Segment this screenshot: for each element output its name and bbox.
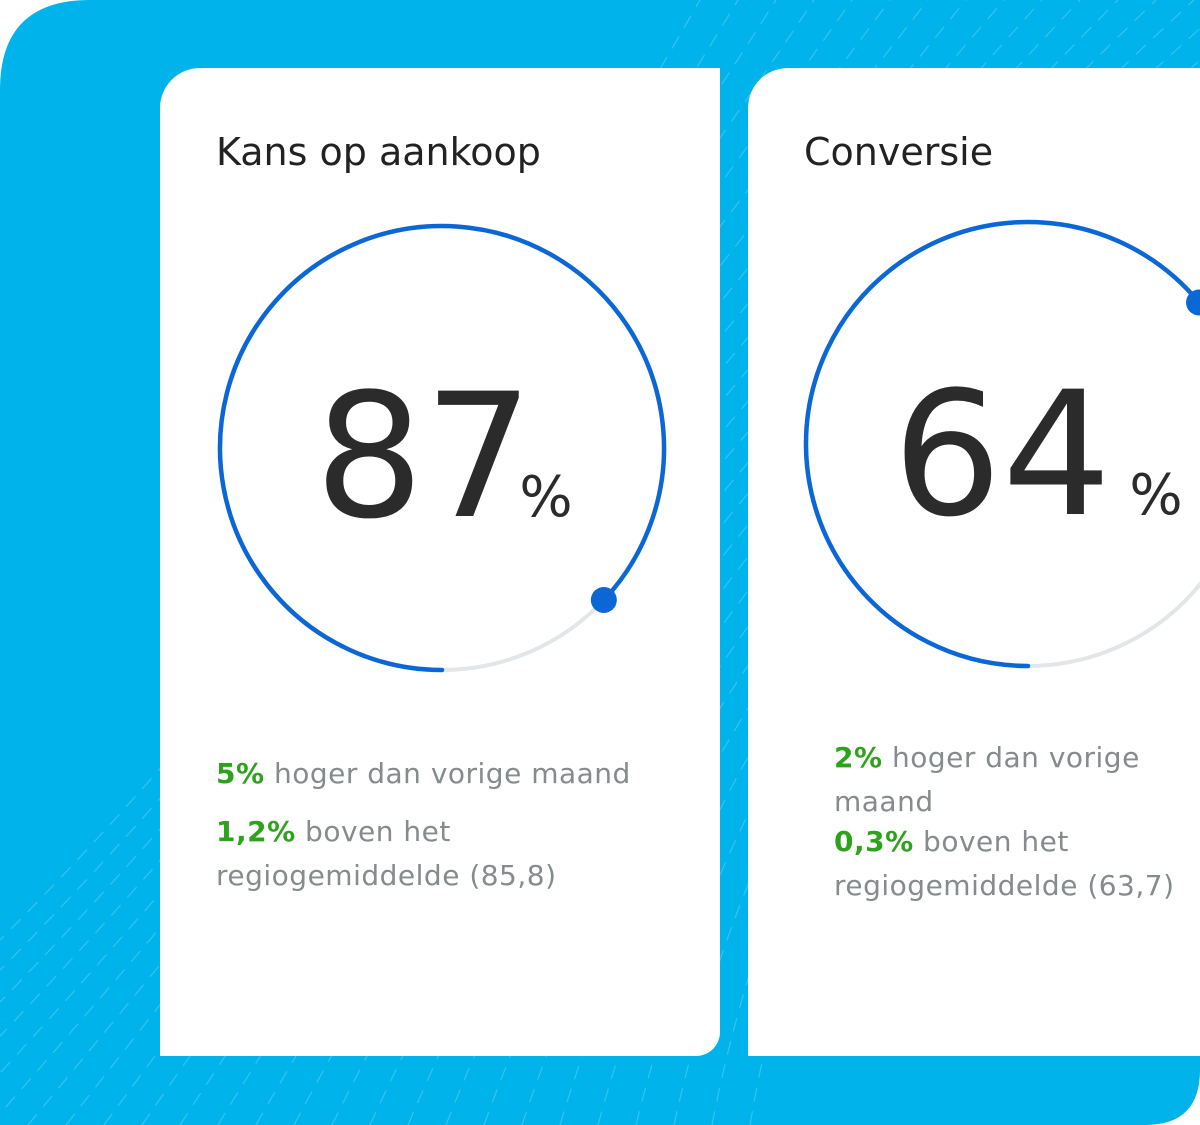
stat-highlight: 0,3%	[834, 825, 914, 858]
gauge-progress-arc	[217, 223, 667, 673]
card-title: Conversie	[804, 130, 994, 174]
stat-highlight: 5%	[216, 757, 265, 790]
stat-month-change: 2% hoger dan vorige maand	[834, 736, 1164, 824]
metric-card-conversion: Conversie 64 % 2% hoger dan vorige maand…	[748, 68, 1200, 1056]
stat-text: boven het regiogemiddelde (63,7)	[834, 825, 1175, 902]
stat-month-change: 5% hoger dan vorige maand	[216, 752, 696, 796]
stat-region-compare: 1,2% boven het regiogemiddelde (85,8)	[216, 810, 636, 898]
metric-unit: %	[519, 465, 572, 530]
stat-text: hoger dan vorige maand	[264, 757, 631, 790]
gauge-progress-knob	[590, 586, 617, 613]
metric-value: 64	[893, 354, 1112, 555]
gauge-chart: 87 %	[217, 223, 667, 673]
stat-region-compare: 0,3% boven het regiogemiddelde (63,7)	[834, 820, 1194, 908]
metric-unit: %	[1129, 463, 1182, 528]
stat-highlight: 2%	[834, 741, 883, 774]
stat-text: boven het regiogemiddelde (85,8)	[216, 815, 557, 892]
gauge-chart: 64 %	[803, 219, 1200, 669]
metric-card-purchase-likelihood: Kans op aankoop 87 % 5% hoger dan vorige…	[160, 68, 720, 1056]
card-title: Kans op aankoop	[216, 130, 541, 174]
stat-highlight: 1,2%	[216, 815, 296, 848]
stat-text: hoger dan vorige maand	[834, 741, 1140, 818]
gauge-progress-knob	[1186, 289, 1200, 316]
gauge-progress-arc	[803, 219, 1200, 669]
metric-value: 87	[315, 356, 534, 557]
